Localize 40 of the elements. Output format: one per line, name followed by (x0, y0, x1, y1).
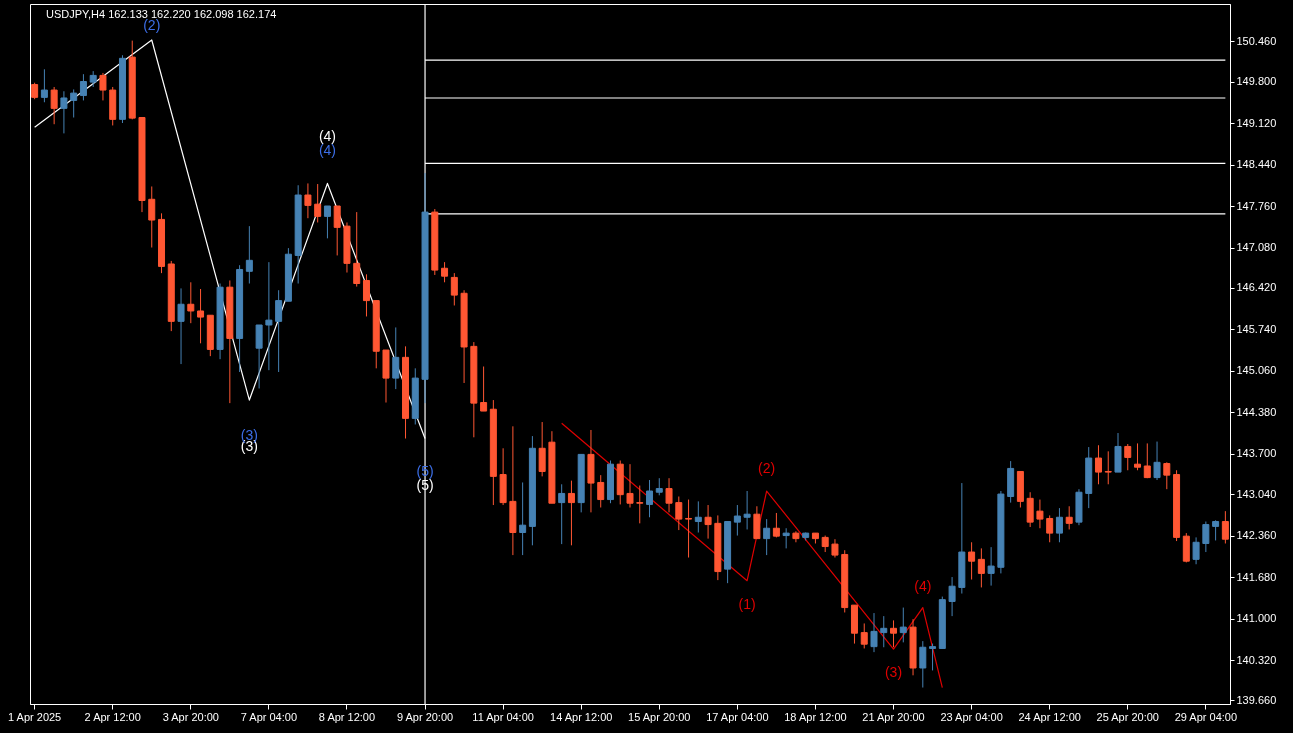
y-tick-label: 149.120 (1236, 116, 1277, 129)
y-tick-label: 150.460 (1236, 34, 1277, 47)
y-tick-label: 143.040 (1236, 487, 1277, 500)
x-tick-label: 18 Apr 12:00 (784, 710, 847, 723)
annotation: (2) (758, 460, 776, 477)
x-tick-label: 7 Apr 04:00 (240, 710, 298, 723)
annotation: (2) (143, 17, 161, 34)
y-tick-label: 142.360 (1236, 529, 1277, 542)
y-tick-label: 141.000 (1236, 612, 1277, 625)
x-tick-label: 3 Apr 20:00 (162, 710, 219, 723)
annotation: (1) (738, 595, 756, 612)
x-tick-label: 24 Apr 12:00 (1018, 710, 1081, 723)
annotation: (3) (884, 664, 903, 681)
y-tick-label: 145.740 (1236, 322, 1277, 335)
x-tick-label: 9 Apr 20:00 (396, 710, 454, 723)
annotation: (4) (318, 128, 336, 145)
x-tick-label: 14 Apr 12:00 (550, 710, 613, 723)
y-tick-label: 141.680 (1236, 570, 1277, 583)
x-tick-label: 1 Apr 2025 (8, 710, 62, 723)
x-tick-label: 15 Apr 20:00 (628, 710, 691, 723)
x-tick-label: 8 Apr 12:00 (318, 710, 376, 723)
y-tick-label: 147.080 (1236, 241, 1277, 253)
y-tick-label: 146.420 (1236, 281, 1277, 294)
y-tick-label: 144.380 (1236, 405, 1277, 418)
y-tick-label: 149.800 (1236, 75, 1277, 88)
y-tick-label: 148.440 (1236, 158, 1277, 171)
y-tick-label: 139.660 (1236, 693, 1277, 706)
x-tick-label: 21 Apr 20:00 (862, 710, 925, 723)
x-tick-label: 11 Apr 04:00 (472, 710, 534, 723)
x-tick-label: 23 Apr 04:00 (940, 710, 1003, 723)
y-tick-label: 145.060 (1236, 364, 1277, 377)
x-tick-label: 17 Apr 04:00 (706, 710, 769, 723)
y-tick-label: 147.760 (1236, 199, 1277, 212)
x-tick-label: 2 Apr 12:00 (84, 710, 141, 723)
x-tick-label: 29 Apr 04:00 (1174, 710, 1238, 723)
annotation: (4) (914, 577, 932, 594)
y-tick-label: 140.320 (1236, 653, 1277, 666)
y-tick-label: 143.700 (1236, 447, 1277, 460)
x-tick-label: 25 Apr 20:00 (1096, 710, 1159, 723)
chart-title: USDJPY,H4 162.133 162.220 162.098 162.174 (46, 8, 277, 20)
